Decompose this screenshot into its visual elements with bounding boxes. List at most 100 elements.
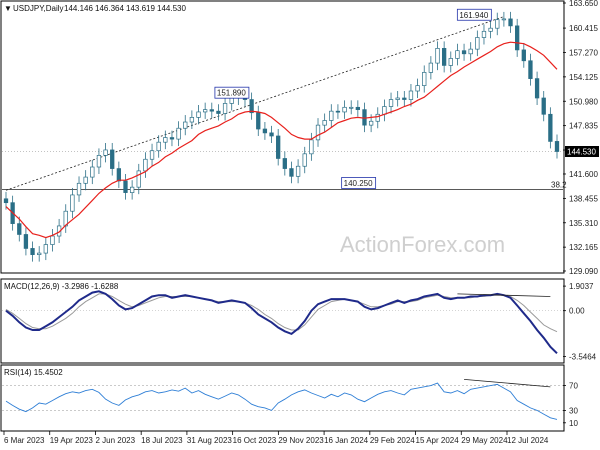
- candle-body: [269, 132, 274, 137]
- candle-body: [448, 58, 453, 66]
- candle-body: [249, 99, 254, 114]
- candle-body: [368, 120, 374, 126]
- candle-body: [222, 103, 228, 114]
- candle-body: [136, 170, 141, 188]
- macd-label: MACD(12,26,9) -3.2986 -1.6288: [4, 282, 119, 291]
- x-tick-label: 19 Apr 2023: [50, 436, 94, 445]
- candle-body: [83, 176, 88, 184]
- price-tick-label: 132.165: [569, 243, 598, 252]
- annotation-box: [214, 86, 250, 99]
- rsi-plot: [2, 379, 563, 420]
- candle-body: [110, 149, 115, 169]
- candle-body: [30, 248, 35, 255]
- candle-body: [402, 97, 407, 100]
- x-tick-label: 29 Nov 2023: [278, 436, 324, 445]
- candle-body: [37, 252, 42, 255]
- price-panel-frame: [0, 0, 565, 274]
- x-tick-label: 16 Oct 2023: [233, 436, 277, 445]
- candle-body: [468, 48, 473, 55]
- ohlc-high: 146.364: [95, 4, 124, 13]
- candle-body: [76, 182, 82, 196]
- candle-body: [70, 194, 75, 212]
- x-tick-label: 29 Feb 2024: [370, 436, 415, 445]
- candle-body: [103, 149, 108, 156]
- candle-body: [515, 25, 520, 51]
- x-tick-label: 6 Mar 2023: [4, 436, 45, 445]
- x-tick-label: 15 Apr 2024: [416, 436, 460, 445]
- annotation-label: 151.890: [217, 89, 246, 98]
- candle-body: [534, 78, 540, 99]
- candle-body: [548, 113, 553, 142]
- candle-body: [375, 113, 380, 122]
- annotation-label: 161.940: [459, 11, 488, 20]
- fib-38-2-label: 38.2: [551, 180, 567, 189]
- watermark: ActionForex.com: [340, 232, 505, 257]
- candle-body: [163, 137, 168, 143]
- macd-tick-label: 0.00: [569, 307, 585, 316]
- price-tick-label: 160.415: [569, 24, 598, 33]
- ohlc-open: 144.146: [64, 4, 93, 13]
- candle-body: [289, 168, 294, 177]
- price-tick-label: 157.270: [569, 48, 598, 57]
- sma-line: [5, 41, 558, 239]
- annotation-0: 161.940: [456, 8, 492, 21]
- candle-body: [302, 153, 307, 167]
- candle-body: [43, 244, 48, 254]
- candle-body: [441, 48, 447, 66]
- ohlc-close: 144.530: [157, 4, 186, 13]
- macd-tick-label: 1.9037: [569, 282, 594, 291]
- macd-divergence-line: [457, 293, 551, 297]
- annotation-label: 140.250: [344, 179, 373, 188]
- x-tick-label: 2 Jun 2023: [95, 436, 135, 445]
- x-tick-label: 29 May 2024: [461, 436, 508, 445]
- price-tick-label: 163.650: [569, 0, 598, 8]
- rsi-tick-label: 30: [569, 406, 578, 415]
- symbol-label: USDJPY,Daily: [13, 4, 64, 13]
- candle-body: [475, 37, 480, 50]
- candle-body: [129, 186, 135, 193]
- x-tick-label: 18 Jul 2023: [141, 436, 183, 445]
- candle-body: [116, 168, 122, 182]
- macd-panel-frame: [0, 278, 565, 364]
- candle-body: [395, 97, 400, 100]
- candle-body: [203, 109, 208, 113]
- candle-body: [382, 106, 387, 115]
- candle-body: [335, 110, 341, 113]
- candle-body: [435, 48, 440, 64]
- price-tick-label: 150.980: [569, 97, 598, 106]
- candle-body: [216, 110, 221, 114]
- annotation-box: [456, 8, 492, 21]
- candle-body: [528, 60, 533, 79]
- symbol-dropdown-icon[interactable]: ▼: [4, 4, 12, 13]
- candle-body: [23, 234, 29, 249]
- candle-body: [176, 127, 181, 140]
- candle-body: [3, 198, 9, 204]
- rsi-label: RSI(14) 15.4502: [4, 368, 63, 377]
- candle-body: [408, 90, 414, 100]
- price-tick-label: 138.455: [569, 194, 598, 203]
- candle-body: [295, 165, 301, 177]
- candle-body: [322, 120, 327, 126]
- candle-body: [183, 121, 188, 129]
- current-price-tag: [565, 146, 599, 158]
- candle-body: [149, 150, 155, 160]
- price-plot: 38.2 161.940 151.890 140.250: [2, 8, 567, 262]
- macd-tick-label: -3.5464: [569, 352, 597, 361]
- candle-body: [256, 112, 261, 130]
- price-tick-label: 141.600: [569, 170, 598, 179]
- macd-plot: [2, 290, 563, 355]
- candle-body: [17, 223, 22, 235]
- x-tick-label: 31 Aug 2023: [187, 436, 232, 445]
- candle-body: [96, 155, 102, 168]
- candle-body: [428, 62, 434, 73]
- candle-body: [481, 30, 487, 38]
- candle-body: [488, 27, 493, 32]
- candle-body: [143, 158, 148, 172]
- rsi-tick-label: 70: [569, 382, 578, 391]
- candle-body: [355, 106, 360, 110]
- macd-signal-line: [5, 293, 558, 333]
- candle-body: [455, 50, 460, 59]
- macd-line: [5, 290, 558, 355]
- rsi-tick-label: 10: [569, 419, 578, 428]
